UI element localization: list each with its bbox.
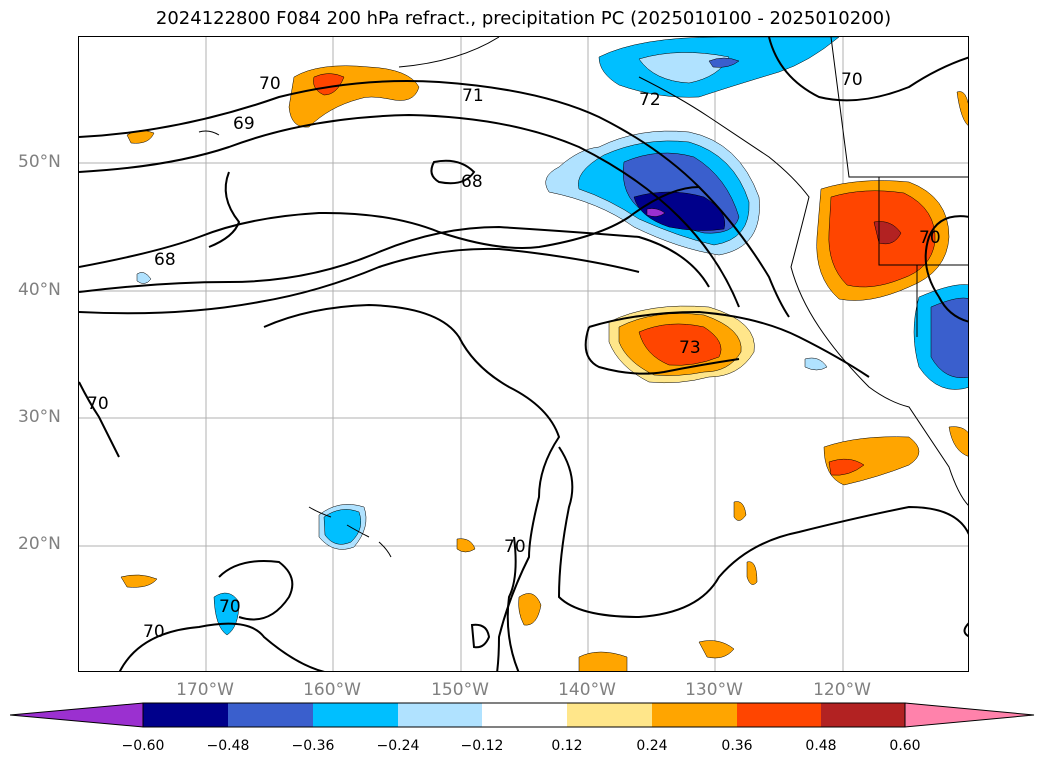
lat-label-20n: 20°N — [18, 534, 61, 554]
contour-label: 70 — [919, 228, 941, 248]
colorbar-tick: −0.36 — [291, 738, 335, 754]
colorbar-tick: 0.48 — [805, 738, 837, 754]
colorbar-swatch-3 — [313, 703, 398, 727]
colorbar-tick: −0.48 — [206, 738, 250, 754]
lon-label-170w: 170°W — [176, 680, 234, 700]
colorbar-swatch-10 — [904, 702, 1035, 728]
contour-labels: 70 71 72 69 68 68 70 73 70 70 70 70 70 — [87, 70, 941, 642]
contour-label: 70 — [87, 394, 109, 414]
lat-label-50n: 50°N — [18, 152, 61, 172]
lon-label-160w: 160°W — [303, 680, 361, 700]
contour-label: 70 — [143, 622, 165, 642]
map-panel: 70 71 72 69 68 68 70 73 70 70 70 70 70 — [78, 36, 969, 672]
colorbar-swatch-6 — [567, 703, 652, 727]
lon-label-130w: 130°W — [685, 680, 743, 700]
colorbar-tick: −0.24 — [376, 738, 420, 754]
refractivity-contours — [79, 37, 968, 671]
contour-label: 70 — [841, 70, 863, 90]
colorbar-tick: 0.60 — [889, 738, 921, 754]
colorbar-tick: 0.24 — [636, 738, 668, 754]
coastlines — [198, 37, 968, 558]
contour-label: 70 — [259, 74, 281, 94]
contour-label: 70 — [504, 537, 526, 557]
contour-label: 72 — [639, 90, 661, 110]
colorbar-swatch-1 — [143, 703, 228, 727]
lon-label-120w: 120°W — [813, 680, 871, 700]
colorbar-tick: −0.60 — [121, 738, 165, 754]
contour-label: 70 — [219, 597, 241, 617]
contour-label: 73 — [679, 338, 701, 358]
contour-label: 68 — [461, 172, 483, 192]
colorbar-swatch-2 — [228, 703, 313, 727]
contour-label: 71 — [462, 86, 484, 106]
contour-label: 68 — [154, 250, 176, 270]
lon-label-150w: 150°W — [431, 680, 489, 700]
lon-label-140w: 140°W — [558, 680, 616, 700]
colorbar-tick: 0.36 — [721, 738, 753, 754]
colorbar-swatch-8 — [737, 703, 821, 727]
colorbar-swatch-5 — [482, 703, 567, 727]
colorbar-swatch-0 — [10, 702, 144, 728]
colorbar-swatch-7 — [652, 703, 737, 727]
colorbar — [10, 702, 1035, 728]
lat-label-30n: 30°N — [18, 407, 61, 427]
colorbar-swatch-4 — [398, 703, 482, 727]
lat-label-40n: 40°N — [18, 280, 61, 300]
precipitation-shading — [120, 37, 968, 671]
colorbar-tick: −0.12 — [460, 738, 504, 754]
colorbar-tick: 0.12 — [551, 738, 583, 754]
map-title: 2024122800 F084 200 hPa refract., precip… — [155, 8, 892, 29]
contour-label: 69 — [233, 114, 255, 134]
map-canvas: 70 71 72 69 68 68 70 73 70 70 70 70 70 — [79, 37, 968, 671]
colorbar-swatch-9 — [821, 703, 905, 727]
